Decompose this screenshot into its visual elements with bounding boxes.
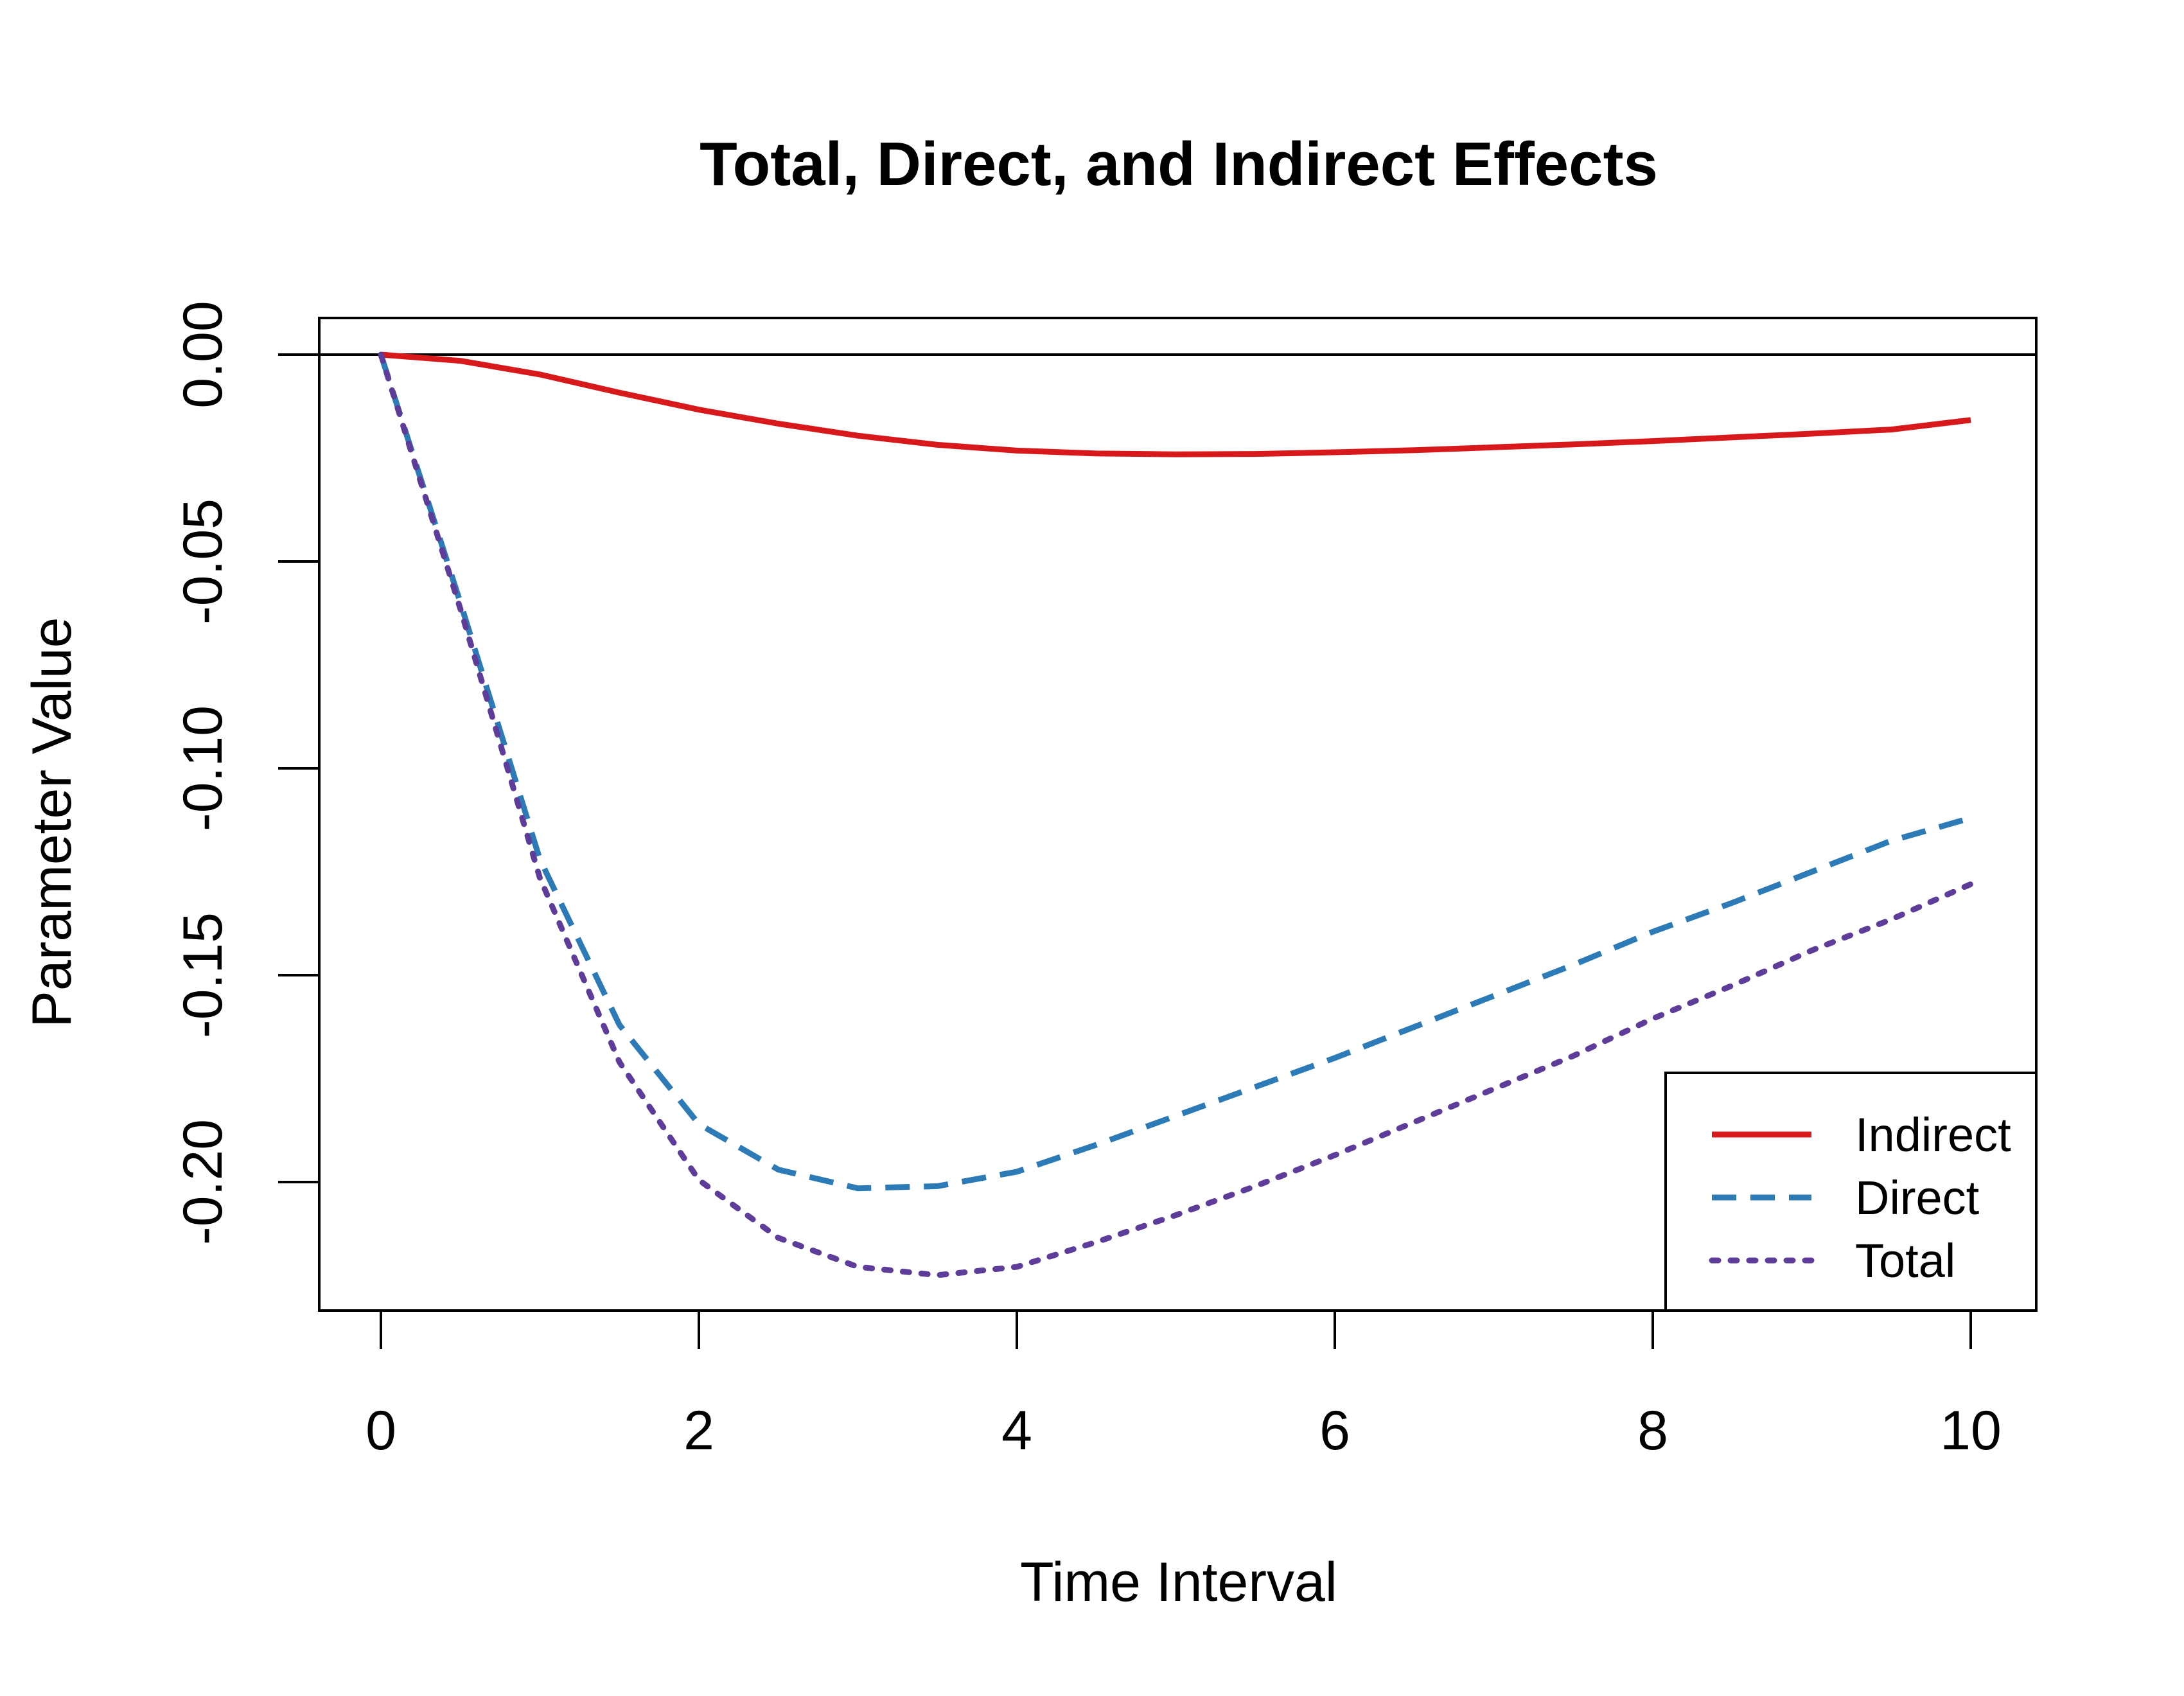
- series-line-total: [378, 351, 1974, 1278]
- x-tick-label: 6: [1319, 1400, 1350, 1462]
- x-tick-label: 10: [1940, 1400, 2002, 1462]
- series-line-indirect: [380, 351, 1971, 457]
- y-tick-label: 0.00: [172, 301, 234, 408]
- legend-label-direct: Direct: [1855, 1171, 1980, 1224]
- y-axis-label: Parameter Value: [21, 617, 83, 1028]
- series-line-direct: [378, 353, 1972, 1192]
- x-tick-label: 2: [683, 1400, 714, 1462]
- x-axis-label: Time Interval: [1020, 1551, 1337, 1613]
- x-tick-label: 4: [1001, 1400, 1032, 1462]
- y-tick-label: -0.10: [172, 705, 234, 831]
- chart-title: Total, Direct, and Indirect Effects: [700, 130, 1658, 199]
- x-tick-label: 0: [365, 1400, 396, 1462]
- y-tick-label: -0.15: [172, 912, 234, 1038]
- y-tick-label: -0.20: [172, 1119, 234, 1245]
- y-tick-label: -0.05: [172, 499, 234, 624]
- plot-area: 0 2 4 6 8 10 0.00 -0.05 -0.10 -0.15 -0.20: [172, 301, 2038, 1462]
- legend-box: [1664, 1072, 2038, 1312]
- legend: Indirect Direct Total: [1664, 1072, 2038, 1312]
- legend-label-total: Total: [1855, 1234, 1955, 1287]
- legend-label-indirect: Indirect: [1855, 1108, 2011, 1162]
- x-tick-label: 8: [1637, 1400, 1668, 1462]
